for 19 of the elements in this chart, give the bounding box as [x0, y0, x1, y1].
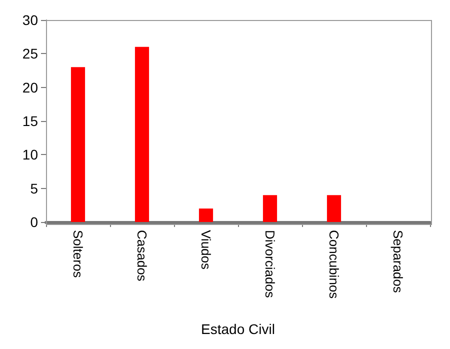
x-tick-label: Concubinos	[326, 230, 342, 300]
bar	[326, 195, 342, 222]
y-tick-label: 0	[30, 214, 38, 230]
y-tick-label: 5	[30, 180, 38, 196]
x-tick-label: Viudos	[198, 230, 214, 270]
bar	[198, 208, 214, 222]
bar	[70, 67, 86, 222]
bar	[262, 195, 278, 222]
y-tick-label: 25	[22, 46, 38, 62]
y-tick-label: 15	[22, 113, 38, 129]
x-tick-label: Casados	[134, 230, 150, 282]
y-tick-label: 10	[22, 146, 38, 163]
y-tick-label: 30	[22, 12, 38, 28]
x-tick-label: Divorciados	[262, 230, 278, 298]
x-axis-title: Estado Civil	[201, 321, 275, 337]
x-tick-label: Solteros	[70, 230, 86, 278]
bar	[134, 46, 150, 222]
y-tick-label: 20	[22, 79, 38, 96]
x-tick-label: Separados	[390, 230, 406, 294]
